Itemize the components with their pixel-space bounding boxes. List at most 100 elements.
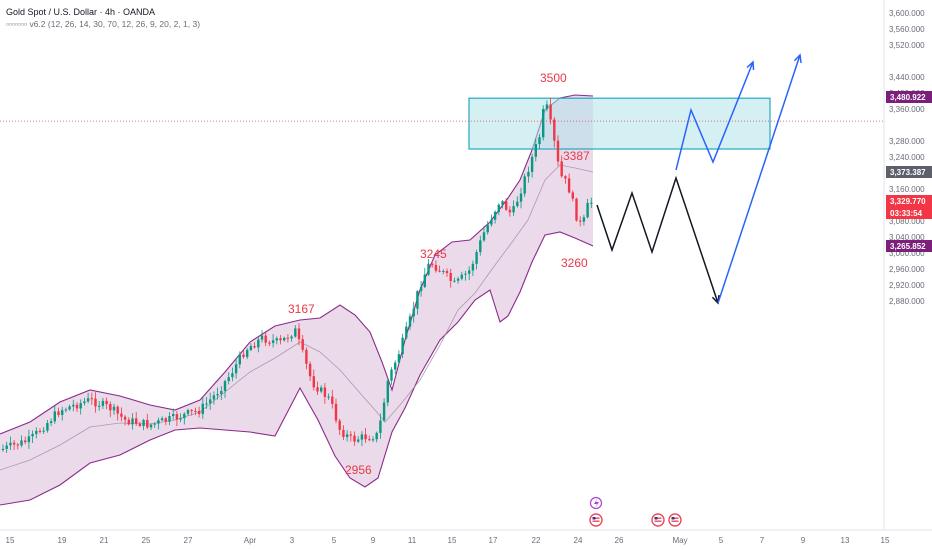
candle-body [401,337,404,355]
candle-body [68,406,71,410]
path-projection-blue-2-line[interactable] [717,54,801,304]
candle-body [98,405,101,407]
candle [12,440,16,451]
candle-body [46,423,49,431]
path-projection-blue-1-line[interactable] [675,61,754,171]
candle-body [445,271,449,274]
candle [53,404,56,424]
time-tick-label: 17 [489,536,498,545]
candle-body [301,339,304,350]
candle [179,413,182,423]
us-flag-icon[interactable] [589,513,603,527]
candle-body [493,211,497,220]
candle [160,416,164,422]
candle [464,270,467,281]
lightning-icon[interactable] [589,496,603,510]
candle-body [394,362,397,370]
annotation-label: 2956 [345,463,372,477]
economic-events[interactable] [589,496,682,527]
indicator-legend[interactable]: ▫▫▫▫▫▫▫ v6.2 (12, 26, 14, 30, 70, 12, 26… [6,19,200,29]
candle [453,277,456,283]
candle [138,421,142,428]
candle [49,418,53,427]
candle-body [246,350,249,357]
candle [431,260,434,268]
candle-body [419,286,423,292]
candle-body [109,404,112,411]
candle [146,413,149,430]
us-flag-icon[interactable] [668,513,682,527]
candle-body [138,423,142,426]
path-projection-black[interactable] [596,175,720,305]
candle-body [412,308,415,317]
time-axis[interactable]: 15 19 21 25 27 Apr 3 5 9 11 15 17 22 24 26 May 5 7 9 13 15 [6,536,890,545]
us-flag-stripe [654,520,662,522]
annotation-label: 3245 [420,247,447,261]
candle [530,153,534,178]
candle-body [16,444,19,446]
candle [416,290,419,315]
candle [571,190,574,202]
candle-body [227,377,230,382]
path-projection-blue-2[interactable] [717,53,802,304]
time-tick-label: 25 [142,536,151,545]
candle-body [371,439,375,441]
candle-body [197,410,201,414]
candle-body [408,316,412,327]
candle-body [101,400,105,406]
candle [590,197,593,209]
candle-body [1,448,5,450]
candle-body [49,421,53,424]
time-tick-label: 5 [719,536,724,545]
candle [120,407,123,422]
band-fill [0,95,593,505]
candle [83,397,86,406]
candle [105,397,108,410]
candle [116,405,119,421]
candle [216,387,219,400]
consolidation-zone[interactable] [468,97,771,150]
candle [68,404,71,411]
candle [260,330,264,343]
candle-body [512,206,515,213]
price-tag-text: 3,480.922 [890,93,926,102]
candle [305,347,308,370]
price-annotations: 3500 3387 3245 3260 3167 2956 [288,71,590,477]
candle [24,436,27,445]
candle-body [127,419,130,425]
time-tick-label: Apr [244,536,257,545]
candle-body [305,349,308,364]
candle [5,441,8,453]
zone-rectangle[interactable] [468,97,771,150]
candle-body [564,176,567,179]
annotation-label: 3167 [288,302,315,316]
candle-body [24,440,27,443]
band-upper-line [0,94,594,435]
candle-body [79,403,82,409]
candle [98,401,101,411]
candle [353,431,356,446]
candle [434,260,438,273]
projected-paths[interactable] [596,53,802,305]
candle-body [9,442,12,446]
symbol-title[interactable]: Gold Spot / U.S. Dollar · 4h · OANDA [6,7,155,17]
candle [419,280,423,297]
us-flag-icon[interactable] [651,513,665,527]
candle-body [286,337,290,339]
candle [527,166,530,183]
candle [323,382,327,404]
path-projection-blue-1[interactable] [675,60,755,171]
candle [442,269,445,275]
candle [371,436,375,443]
candle-body [12,442,16,445]
price-axis[interactable]: 3,600.0003,560.0003,520.0003,440.0003,40… [889,9,925,306]
price-tag-text: 3,373.387 [890,168,926,177]
candle [427,259,430,276]
path-projection-black-line[interactable] [596,175,719,304]
price-tick-label: 3,360.000 [889,105,925,114]
price-tick-label: 3,040.000 [889,233,925,242]
candle [123,414,127,426]
candle [586,198,589,219]
candle-body [553,119,556,141]
